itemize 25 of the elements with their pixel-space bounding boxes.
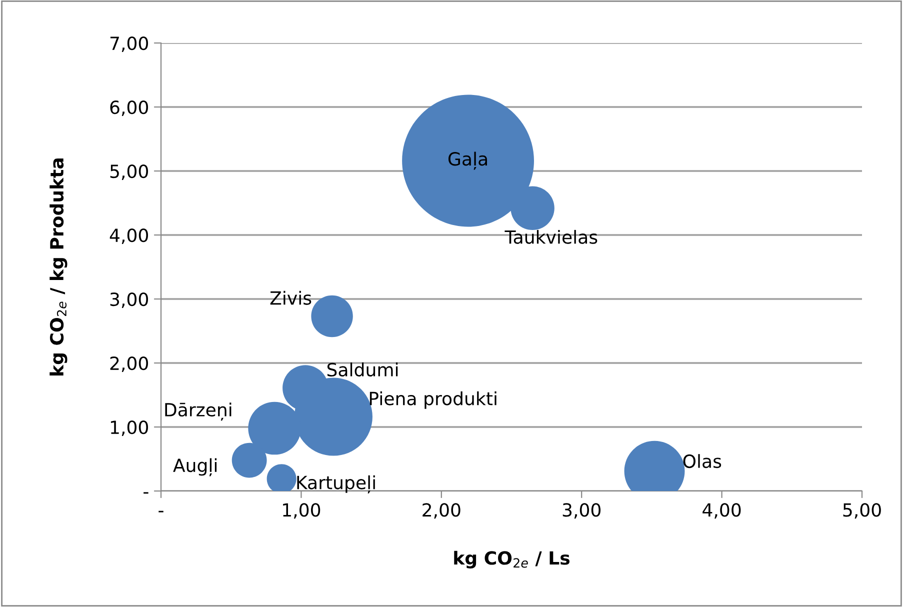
y-axis-title: kg CO$_{2e}$ / kg Produkta: [50, 158, 68, 376]
y-tick-label: 7,00: [110, 36, 148, 52]
annotation: Olas: [683, 454, 722, 468]
annotation: Kartupeļi: [297, 475, 375, 494]
annotation: Augļi: [173, 458, 217, 476]
y-tick-label: 1,00: [110, 420, 148, 436]
annotation: Dārzeņi: [165, 402, 232, 421]
annotation: Piena produkti: [370, 391, 496, 409]
x-axis-title: kg CO$_{2e}$ / Ls: [454, 550, 570, 568]
annotation: Gaļa: [448, 152, 487, 170]
x-tick-label: 2,00: [422, 503, 460, 519]
x-tick-label: 4,00: [702, 503, 741, 519]
y-tick-label: 6,00: [110, 100, 148, 116]
x-tick-label: 3,00: [562, 503, 600, 519]
x-tick-label: -: [158, 510, 164, 512]
y-tick-label: -: [144, 492, 148, 494]
y-tick-label: 2,00: [110, 356, 148, 372]
y-tick-label: 5,00: [110, 164, 148, 180]
annotation: Saldumi: [327, 362, 398, 377]
y-tick-label: 4,00: [110, 228, 148, 244]
annotation: Taukvielas: [504, 230, 598, 244]
annotation: Zivis: [270, 290, 312, 305]
x-tick-label: 1,00: [283, 503, 320, 519]
y-tick-label: 3,00: [110, 292, 148, 308]
x-tick-label: 5,00: [843, 503, 881, 519]
